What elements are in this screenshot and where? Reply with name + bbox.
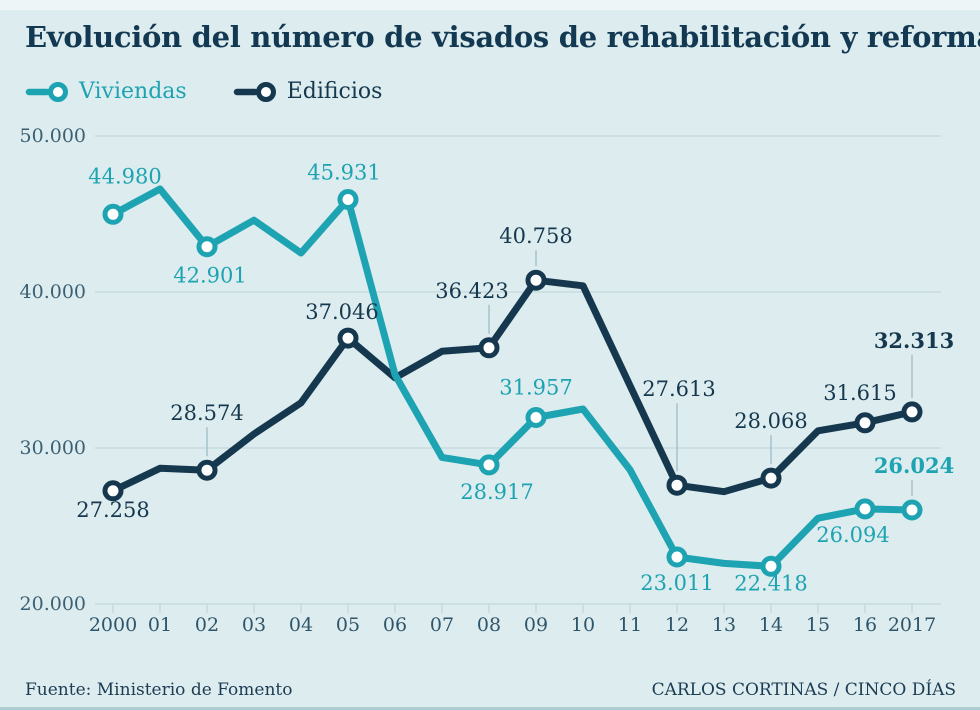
data-label-edificios-02: 28.574 [170,401,243,425]
legend-item-edificios: Edificios [233,79,383,105]
chart-title: Evolución del número de visados de rehab… [25,20,980,54]
data-label-viviendas-2017: 26.024 [874,453,954,478]
data-point-edificios-16 [854,412,876,434]
data-point-edificios-09 [525,269,547,291]
legend-label-edificios: Edificios [286,79,383,104]
x-axis-label: 13 [712,614,736,636]
source-note: Fuente: Ministerio de Fomento [25,680,293,700]
x-axis-label: 15 [806,614,830,636]
x-axis-label: 12 [665,614,689,636]
y-axis-label: 50.000 [20,125,86,147]
x-axis-label: 03 [242,614,266,636]
data-label-edificios-09: 40.758 [499,224,572,248]
x-axis-label: 2000 [89,614,137,636]
chart-footer: Fuente: Ministerio de Fomento CARLOS COR… [25,680,956,700]
data-point-edificios-14 [760,467,782,489]
data-label-edificios-16: 31.615 [823,381,896,405]
y-axis-label: 30.000 [20,437,86,459]
bottom-edge-strip [0,707,980,710]
data-point-edificios-08 [478,337,500,359]
x-axis-label: 01 [148,614,172,636]
data-point-edificios-2017 [901,401,923,423]
edificios-line-marker-icon [233,82,276,102]
x-axis-label: 2017 [888,614,936,636]
data-label-edificios-2017: 32.313 [874,328,954,353]
top-edge-strip [0,0,980,10]
data-point-viviendas-12 [666,546,688,568]
data-point-edificios-2000 [102,480,124,502]
viviendas-line-marker-icon [25,82,68,102]
data-label-viviendas-02: 42.901 [173,264,246,288]
data-point-edificios-05 [337,327,359,349]
x-axis-label: 06 [383,614,407,636]
x-axis-label: 02 [195,614,219,636]
x-axis-label: 05 [336,614,360,636]
data-label-viviendas-12: 23.011 [640,571,713,595]
data-label-viviendas-05: 45.931 [307,161,380,185]
data-point-edificios-02 [196,459,218,481]
y-axis-label: 40.000 [20,281,86,303]
legend-item-viviendas: Viviendas [25,79,187,105]
data-point-viviendas-14 [760,555,782,577]
data-point-viviendas-08 [478,454,500,476]
credit-note: CARLOS CORTINAS / CINCO DÍAS [651,680,956,700]
data-point-viviendas-2017 [901,499,923,521]
data-point-viviendas-02 [196,236,218,258]
data-label-viviendas-16: 26.094 [816,523,889,547]
data-label-viviendas-09: 31.957 [499,376,572,400]
data-point-viviendas-16 [854,498,876,520]
data-point-viviendas-2000 [102,203,124,225]
data-label-viviendas-14: 22.418 [734,571,807,595]
data-label-edificios-12: 27.613 [642,377,715,401]
data-point-viviendas-05 [337,189,359,210]
series-line-edificios [109,276,916,496]
data-label-edificios-2000: 27.258 [76,498,149,522]
x-axis-label: 09 [524,614,548,636]
data-label-viviendas-2000: 44.980 [88,164,161,188]
x-axis-label: 04 [289,614,313,636]
data-point-edificios-12 [666,474,688,496]
data-point-viviendas-09 [525,407,547,428]
x-axis-label: 14 [759,614,783,636]
x-axis-label: 16 [853,614,877,636]
x-axis-label: 10 [571,614,595,636]
data-label-edificios-14: 28.068 [734,409,807,433]
x-axis-label: 07 [430,614,454,636]
legend: Viviendas Edificios [25,79,382,105]
y-axis-label: 20.000 [20,593,86,615]
data-label-edificios-08: 36.423 [435,279,508,303]
data-label-edificios-05: 37.046 [305,300,378,324]
series-line-viviendas [109,185,916,570]
data-label-viviendas-08: 28.917 [460,480,533,504]
x-axis-label: 08 [477,614,501,636]
legend-label-viviendas: Viviendas [79,79,187,104]
x-axis-label: 11 [618,614,642,636]
